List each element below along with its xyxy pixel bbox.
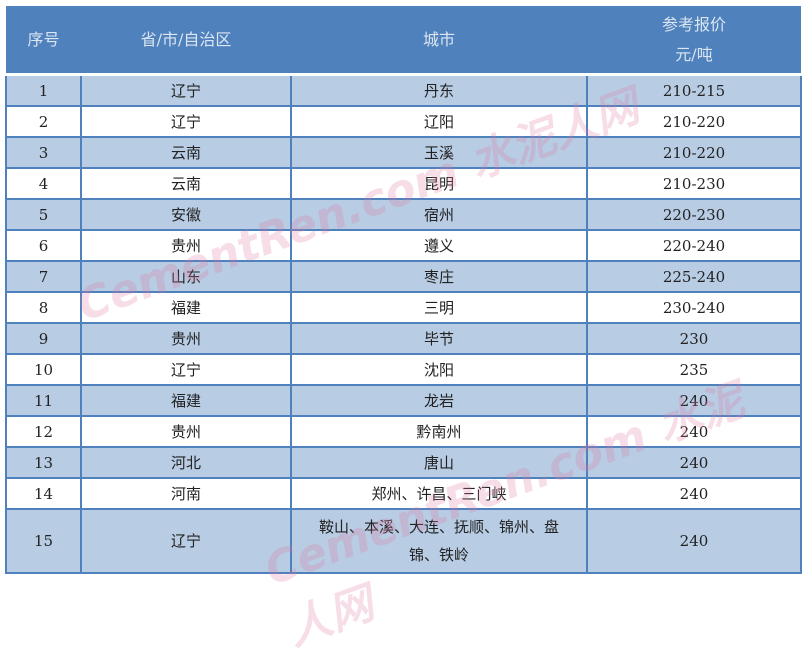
- row-index: 5: [5, 198, 82, 231]
- row-city: 三明: [290, 291, 588, 324]
- header-province: 省/市/自治区: [81, 6, 291, 76]
- row-province: 贵州: [80, 322, 292, 355]
- row-index: 11: [5, 384, 82, 417]
- row-city: 枣庄: [290, 260, 588, 293]
- row-province: 福建: [80, 384, 292, 417]
- table-row: 14 河南 郑州、许昌、三门峡 240: [5, 477, 802, 510]
- table-row: 3 云南 玉溪 210-220: [5, 136, 802, 169]
- row-price: 220-240: [586, 229, 802, 262]
- table-row: 1 辽宁 丹东 210-215: [5, 73, 802, 107]
- row-price: 210-230: [586, 167, 802, 200]
- row-city: 唐山: [290, 446, 588, 479]
- row-price: 210-220: [586, 105, 802, 138]
- table-row: 13 河北 唐山 240: [5, 446, 802, 479]
- row-price: 210-220: [586, 136, 802, 169]
- row-price: 230-240: [586, 291, 802, 324]
- table-row: 4 云南 昆明 210-230: [5, 167, 802, 200]
- row-province: 河北: [80, 446, 292, 479]
- row-index: 10: [5, 353, 82, 386]
- price-table: 序号 省/市/自治区 城市 参考报价 元/吨 1 辽宁 丹东 210-215 2 辽宁 辽阳 2…: [5, 6, 802, 574]
- row-province: 云南: [80, 167, 292, 200]
- row-province: 河南: [80, 477, 292, 510]
- row-city: 郑州、许昌、三门峡: [290, 477, 588, 510]
- row-index: 12: [5, 415, 82, 448]
- table-row: 6 贵州 遵义 220-240: [5, 229, 802, 262]
- row-city: 辽阳: [290, 105, 588, 138]
- row-index: 7: [5, 260, 82, 293]
- row-index: 15: [5, 508, 82, 574]
- row-city: 玉溪: [290, 136, 588, 169]
- row-city: 沈阳: [290, 353, 588, 386]
- row-index: 9: [5, 322, 82, 355]
- table-row: 8 福建 三明 230-240: [5, 291, 802, 324]
- row-price: 235: [586, 353, 802, 386]
- row-province: 辽宁: [80, 353, 292, 386]
- table-row: 11 福建 龙岩 240: [5, 384, 802, 417]
- row-price: 220-230: [586, 198, 802, 231]
- table-row: 2 辽宁 辽阳 210-220: [5, 105, 802, 138]
- row-city: 毕节: [290, 322, 588, 355]
- header-index: 序号: [6, 6, 81, 76]
- row-city: 昆明: [290, 167, 588, 200]
- row-city: 黔南州: [290, 415, 588, 448]
- row-city: 宿州: [290, 198, 588, 231]
- row-city: 遵义: [290, 229, 588, 262]
- header-price-unit: 元/吨: [675, 44, 713, 64]
- row-index: 3: [5, 136, 82, 169]
- row-index: 6: [5, 229, 82, 262]
- row-index: 13: [5, 446, 82, 479]
- row-province: 贵州: [80, 229, 292, 262]
- row-province: 辽宁: [80, 508, 292, 574]
- row-city: 鞍山、本溪、大连、抚顺、锦州、盘锦、铁岭: [290, 508, 588, 574]
- header-city: 城市: [291, 6, 587, 76]
- row-index: 14: [5, 477, 82, 510]
- row-price: 225-240: [586, 260, 802, 293]
- row-price: 240: [586, 477, 802, 510]
- row-price: 240: [586, 446, 802, 479]
- table-row: 9 贵州 毕节 230: [5, 322, 802, 355]
- row-index: 2: [5, 105, 82, 138]
- row-province: 贵州: [80, 415, 292, 448]
- row-province: 山东: [80, 260, 292, 293]
- row-province: 辽宁: [80, 73, 292, 107]
- row-index: 8: [5, 291, 82, 324]
- row-index: 1: [5, 73, 82, 107]
- table-row: 5 安徽 宿州 220-230: [5, 198, 802, 231]
- row-price: 210-215: [586, 73, 802, 107]
- row-price: 240: [586, 384, 802, 417]
- row-province: 辽宁: [80, 105, 292, 138]
- row-price: 240: [586, 508, 802, 574]
- row-province: 福建: [80, 291, 292, 324]
- header-price-label: 参考报价: [661, 14, 726, 34]
- row-city: 丹东: [290, 73, 588, 107]
- header-row: 序号 省/市/自治区 城市 参考报价元/吨: [6, 6, 801, 76]
- row-province: 云南: [80, 136, 292, 169]
- table-row: 10 辽宁 沈阳 235: [5, 353, 802, 386]
- table-row: 15 辽宁 鞍山、本溪、大连、抚顺、锦州、盘锦、铁岭 240: [5, 508, 802, 574]
- row-price: 230: [586, 322, 802, 355]
- row-index: 4: [5, 167, 82, 200]
- row-province: 安徽: [80, 198, 292, 231]
- row-price: 240: [586, 415, 802, 448]
- header-price: 参考报价元/吨: [587, 6, 801, 76]
- table-row: 7 山东 枣庄 225-240: [5, 260, 802, 293]
- table-row: 12 贵州 黔南州 240: [5, 415, 802, 448]
- row-city: 龙岩: [290, 384, 588, 417]
